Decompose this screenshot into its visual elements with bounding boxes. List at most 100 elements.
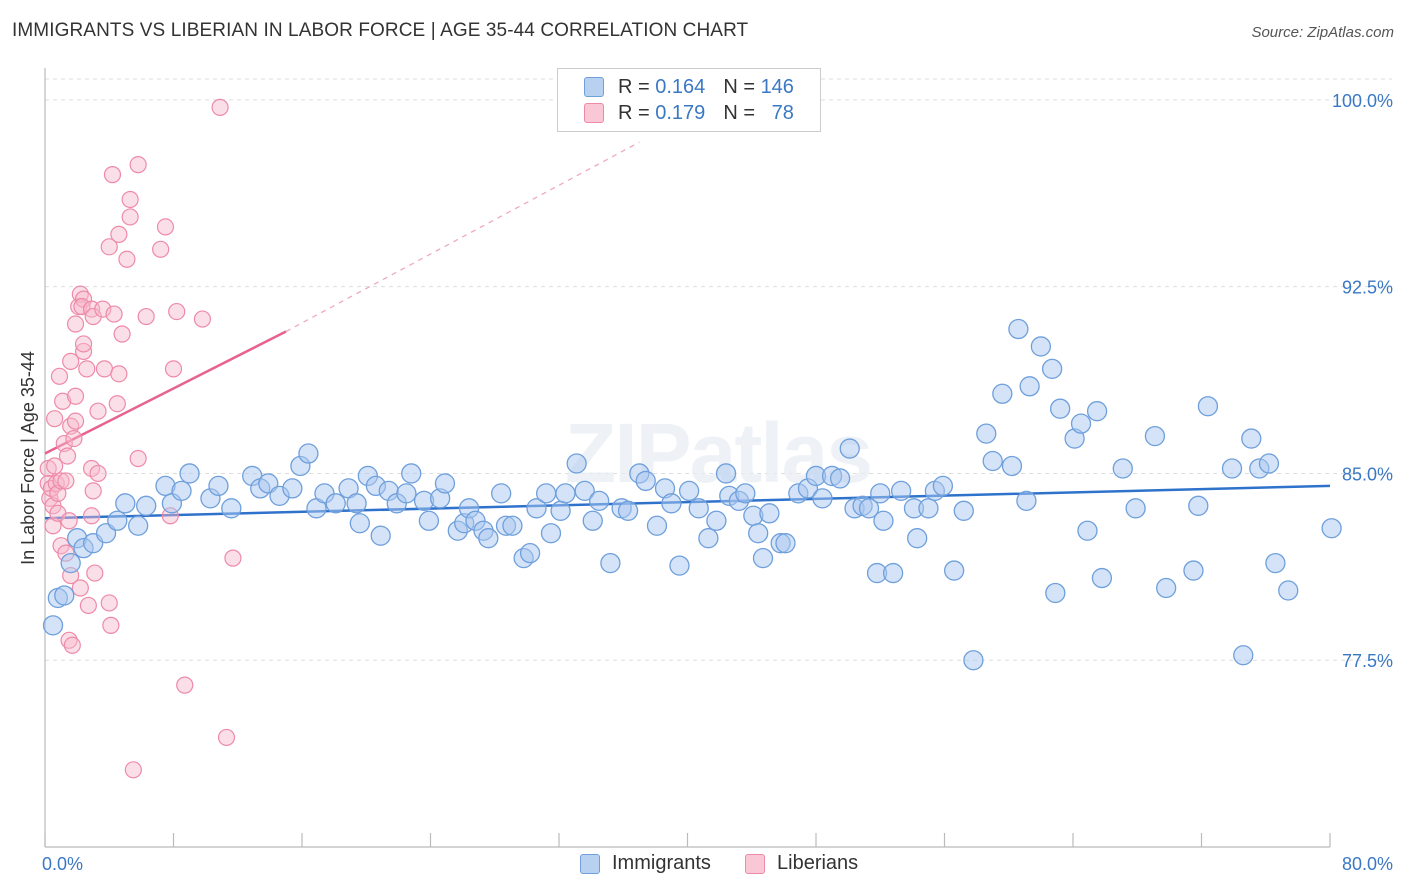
liberians-point bbox=[62, 352, 80, 370]
liberians-point bbox=[57, 472, 75, 490]
stats-row-liberians: R = 0.179 N = 78 bbox=[584, 100, 794, 126]
immigrants-point bbox=[519, 542, 541, 564]
liberians-point bbox=[66, 387, 85, 405]
legend-item-immigrants[interactable]: Immigrants bbox=[580, 852, 711, 875]
immigrants-swatch bbox=[584, 77, 604, 97]
liberians-point bbox=[110, 365, 128, 383]
immigrants-point bbox=[396, 483, 417, 504]
liberians-point bbox=[118, 250, 136, 268]
immigrants-point bbox=[555, 483, 576, 504]
immigrants-point bbox=[349, 513, 370, 534]
immigrants-point bbox=[1077, 520, 1098, 541]
liberians-point bbox=[121, 190, 139, 209]
liberians-point bbox=[82, 507, 101, 525]
liberians-point bbox=[71, 285, 89, 303]
immigrants-point bbox=[953, 500, 974, 521]
liberians-point bbox=[102, 616, 120, 634]
liberians-point bbox=[78, 360, 96, 378]
immigrants-point bbox=[812, 488, 833, 509]
liberians-point bbox=[121, 208, 139, 226]
immigrants-point bbox=[1045, 582, 1066, 604]
liberians-point bbox=[66, 412, 85, 430]
liberians-point bbox=[79, 596, 97, 615]
stats-legend: R = 0.164 N = 146 R = 0.179 N = 78 bbox=[557, 68, 821, 132]
trend-lines bbox=[44, 141, 1331, 520]
immigrants-point bbox=[759, 503, 780, 524]
liberians-point bbox=[89, 402, 107, 420]
series-legend: Immigrants Liberians bbox=[0, 852, 1406, 876]
immigrants-point bbox=[698, 528, 719, 549]
n-value: 146 bbox=[760, 75, 794, 98]
liberians-point bbox=[84, 482, 102, 500]
source-label: Source: ZipAtlas.com bbox=[1251, 24, 1394, 41]
immigrants-points bbox=[42, 318, 1342, 671]
liberians-point bbox=[58, 447, 77, 465]
legend-label-immigrants: Immigrants bbox=[612, 852, 711, 874]
immigrants-point bbox=[1091, 567, 1113, 589]
immigrants-point bbox=[179, 463, 200, 484]
stats-row-immigrants: R = 0.164 N = 146 bbox=[584, 74, 794, 100]
liberians-point bbox=[110, 225, 128, 243]
y-tick-label: 100.0% bbox=[1332, 91, 1393, 111]
immigrants-swatch bbox=[580, 853, 600, 874]
immigrants-point bbox=[1197, 396, 1219, 417]
immigrants-point bbox=[582, 510, 603, 531]
liberians-point bbox=[65, 429, 83, 448]
liberians-point bbox=[176, 676, 194, 694]
immigrants-trend-line bbox=[44, 484, 1331, 520]
watermark: ZIPatlas bbox=[565, 406, 871, 500]
immigrants-point bbox=[1221, 458, 1243, 479]
immigrants-point bbox=[1156, 577, 1177, 599]
immigrants-point bbox=[1321, 518, 1342, 539]
tick-labels: 100.0% 92.5% 85.0% 77.5% 0.0% 80.0% bbox=[42, 91, 1393, 874]
liberians-point bbox=[95, 360, 114, 378]
immigrants-point bbox=[491, 483, 512, 504]
immigrants-point bbox=[540, 523, 562, 544]
y-axis-label: In Labor Force | Age 35-44 bbox=[18, 351, 38, 565]
immigrants-point bbox=[171, 480, 192, 502]
r-value: 0.179 bbox=[655, 101, 706, 124]
liberians-point bbox=[50, 367, 69, 385]
n-value: 78 bbox=[771, 101, 794, 124]
immigrants-point bbox=[735, 483, 756, 504]
immigrants-point bbox=[932, 475, 954, 497]
liberians-point bbox=[224, 549, 242, 567]
immigrants-point bbox=[566, 453, 587, 474]
immigrants-point bbox=[346, 493, 367, 514]
liberians-point bbox=[52, 472, 70, 490]
immigrants-point bbox=[478, 528, 499, 549]
immigrants-point bbox=[282, 478, 303, 499]
liberians-swatch bbox=[745, 853, 765, 874]
immigrants-point bbox=[890, 480, 912, 502]
immigrants-point bbox=[715, 463, 737, 484]
immigrants-point bbox=[600, 552, 621, 574]
liberians-point bbox=[103, 166, 122, 184]
immigrants-point bbox=[1019, 376, 1040, 397]
liberians-point bbox=[168, 302, 186, 321]
immigrants-point bbox=[873, 510, 894, 531]
liberians-point bbox=[100, 238, 118, 256]
liberians-swatch bbox=[584, 103, 604, 123]
immigrants-point bbox=[502, 515, 523, 536]
chart-title: IMMIGRANTS VS LIBERIAN IN LABOR FORCE | … bbox=[12, 20, 749, 41]
immigrants-point bbox=[1086, 401, 1108, 422]
liberians-point bbox=[71, 579, 89, 597]
legend-item-liberians[interactable]: Liberians bbox=[745, 852, 858, 875]
immigrants-point bbox=[1278, 580, 1299, 601]
immigrants-point bbox=[42, 615, 64, 636]
liberians-point bbox=[137, 307, 155, 326]
liberians-point bbox=[129, 449, 147, 468]
immigrants-point bbox=[943, 560, 965, 581]
immigrants-point bbox=[401, 463, 422, 484]
immigrants-point bbox=[918, 498, 939, 519]
immigrants-point bbox=[963, 650, 984, 671]
liberians-point bbox=[105, 305, 123, 323]
y-tick-label: 77.5% bbox=[1342, 651, 1393, 671]
immigrants-point bbox=[1241, 428, 1262, 449]
liberians-point bbox=[74, 335, 93, 353]
r-value: 0.164 bbox=[655, 75, 706, 98]
immigrants-point bbox=[574, 480, 595, 502]
immigrants-point bbox=[1233, 645, 1254, 666]
liberians-point bbox=[211, 98, 229, 116]
